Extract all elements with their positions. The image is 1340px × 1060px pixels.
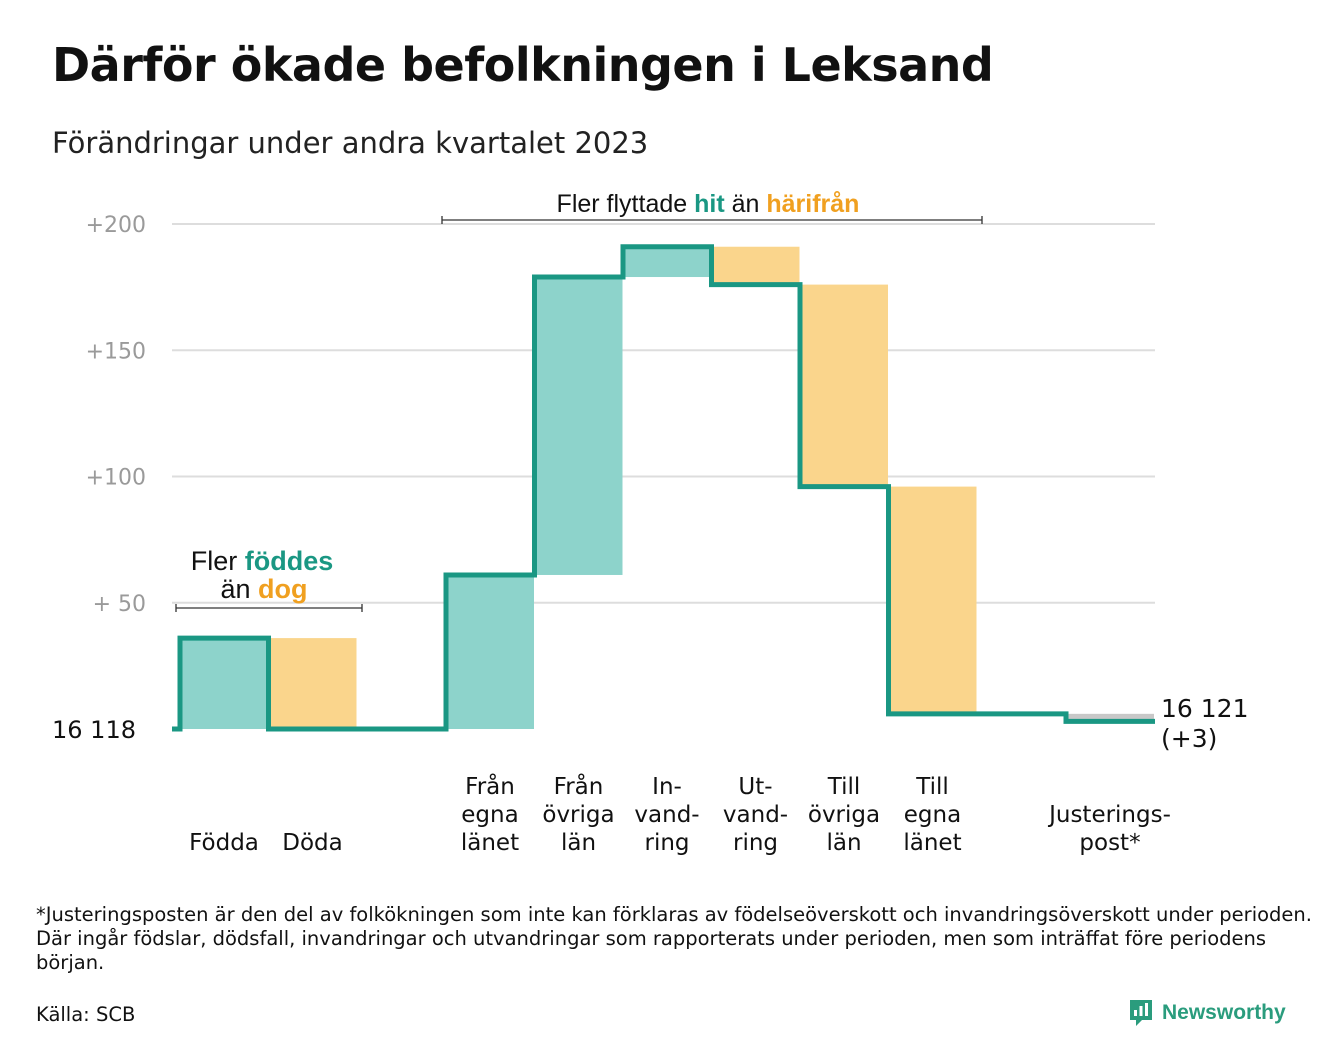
x-tick-label: egna bbox=[904, 802, 961, 828]
x-tick-label: ring bbox=[644, 830, 689, 856]
annotation-part: härifrån bbox=[766, 190, 859, 218]
x-tick-label: ring bbox=[733, 830, 778, 856]
bar bbox=[446, 574, 534, 729]
annotation-migration: Fler flyttade hit än härifrån bbox=[557, 190, 860, 218]
y-tick-label: +150 bbox=[86, 339, 146, 364]
annotation-part: än bbox=[220, 574, 258, 604]
x-tick-label: övriga bbox=[808, 802, 880, 828]
x-tick-label: Till bbox=[827, 774, 861, 800]
x-tick-label: övriga bbox=[542, 802, 614, 828]
x-tick-label: län bbox=[561, 830, 596, 856]
source-note: Källa: SCB bbox=[36, 1003, 136, 1026]
end-value-label: 16 121 bbox=[1161, 694, 1248, 723]
footnote: *Justeringsposten är den del av folkökni… bbox=[36, 903, 1312, 974]
x-tick-label: länet bbox=[903, 830, 961, 856]
x-tick-label: Till bbox=[915, 774, 949, 800]
value-labels: 16 118 16 121(+3) bbox=[52, 694, 1248, 753]
bar bbox=[180, 638, 268, 729]
x-tick-label: länet bbox=[461, 830, 519, 856]
annotation-part: än bbox=[725, 190, 767, 218]
brand-name: Newsworthy bbox=[1162, 1001, 1286, 1024]
y-tick-labels: +200 +150 +100 + 50 bbox=[86, 213, 146, 617]
grid-lines bbox=[172, 223, 1155, 604]
annotation-part: föddes bbox=[245, 546, 334, 576]
chart-subtitle: Förändringar under andra kvartalet 2023 bbox=[52, 126, 649, 160]
annotation-part: hit bbox=[694, 190, 725, 218]
x-tick-label: Från bbox=[465, 772, 515, 800]
bar bbox=[711, 246, 800, 285]
x-tick-label: egna bbox=[461, 802, 518, 828]
step-line bbox=[172, 244, 1155, 732]
x-tick-label: vand- bbox=[634, 802, 699, 828]
bar bbox=[268, 638, 357, 729]
x-tick-label: vand- bbox=[723, 802, 788, 828]
step-line-path bbox=[172, 244, 1155, 732]
annotation-part: dog bbox=[258, 574, 307, 604]
end-change-label: (+3) bbox=[1161, 724, 1217, 753]
annotation-part: Fler bbox=[191, 546, 245, 576]
annotation-births-line2: än dog bbox=[220, 574, 307, 604]
start-value-label: 16 118 bbox=[52, 716, 136, 744]
x-tick-label: post* bbox=[1079, 830, 1140, 856]
x-tick-labels: Födda DödaFrånegnalänetFrånövrigalänIn-va… bbox=[189, 772, 1171, 856]
y-tick-label: +200 bbox=[86, 213, 146, 238]
chart-title: Därför ökade befolkningen i Leksand bbox=[52, 38, 994, 92]
y-tick-label: +100 bbox=[86, 466, 146, 491]
annotation-bracket bbox=[175, 604, 363, 612]
x-tick-label: Ut- bbox=[738, 774, 772, 800]
bar bbox=[1066, 713, 1154, 722]
x-tick-label: län bbox=[826, 830, 861, 856]
bar bbox=[888, 486, 977, 714]
x-tick-label: Döda bbox=[282, 830, 342, 856]
newsworthy-logo-icon bbox=[1130, 1000, 1152, 1026]
x-tick-label: Justerings- bbox=[1047, 802, 1171, 828]
annotation-part: Fler flyttade bbox=[557, 190, 695, 218]
annotation-bracket bbox=[441, 216, 983, 224]
bar bbox=[623, 246, 711, 278]
annotation-births: Fler föddes bbox=[191, 546, 334, 576]
y-tick-label: + 50 bbox=[93, 592, 146, 617]
x-tick-label: Från bbox=[554, 772, 604, 800]
bar bbox=[534, 277, 623, 575]
x-tick-label: In- bbox=[652, 774, 682, 800]
bars bbox=[180, 246, 1154, 729]
x-tick-label: Födda bbox=[189, 830, 259, 856]
bar bbox=[800, 284, 888, 487]
brand-logo: Newsworthy bbox=[1128, 998, 1286, 1028]
